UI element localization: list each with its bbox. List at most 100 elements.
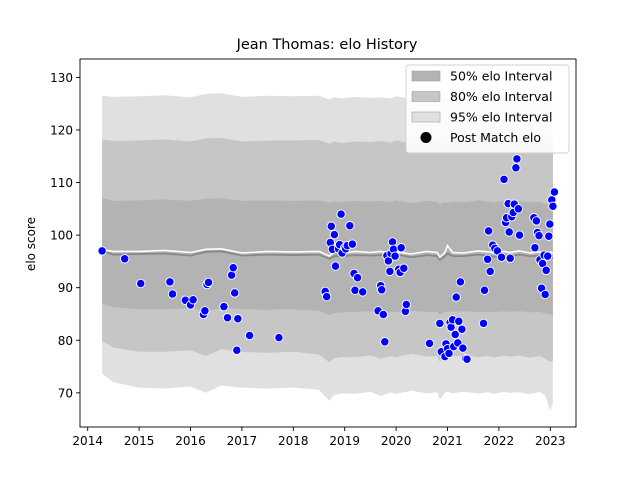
data-point: [330, 261, 341, 271]
data-point: [451, 292, 461, 302]
data-point: [479, 285, 490, 295]
data-point: [380, 337, 390, 347]
data-point: [444, 348, 454, 359]
data-point: [505, 253, 515, 263]
data-point: [244, 330, 255, 341]
data-point: [228, 263, 238, 273]
data-point: [165, 277, 175, 287]
data-point: [496, 252, 507, 262]
data-point: [478, 318, 489, 329]
mean-line: [101, 243, 554, 259]
legend-swatch: [411, 70, 441, 82]
chart-title: Jean Thomas: elo History: [236, 37, 418, 53]
data-point: [457, 324, 467, 334]
data-point: [483, 226, 494, 236]
data-point: [336, 209, 346, 219]
axes-frame: [79, 58, 577, 428]
y-tick-label: 130: [50, 71, 73, 85]
data-point: [482, 254, 493, 264]
data-point: [329, 229, 340, 240]
data-point: [424, 338, 435, 349]
data-point: [455, 277, 466, 287]
y-tick-label: 110: [50, 176, 73, 190]
legend-label: Post Match elo: [450, 130, 541, 145]
data-point: [347, 239, 358, 249]
data-point: [541, 265, 551, 275]
data-point: [511, 163, 521, 173]
data-point: [203, 277, 214, 288]
y-tick-label: 120: [50, 123, 73, 137]
data-point: [531, 216, 542, 226]
y-tick-label: 100: [50, 229, 73, 243]
data-point: [530, 243, 540, 253]
data-point: [219, 301, 229, 312]
data-point: [545, 219, 555, 229]
data-point: [399, 263, 409, 273]
x-tick-label: 2015: [124, 434, 155, 448]
data-point: [435, 318, 445, 329]
data-point: [120, 254, 130, 264]
data-point: [534, 230, 544, 241]
legend-label: 50% elo Interval: [450, 69, 552, 84]
data-point: [232, 345, 242, 355]
data-point: [548, 201, 558, 211]
data-point: [544, 231, 554, 241]
x-tick-label: 2018: [278, 434, 309, 448]
legend-marker: [420, 132, 432, 143]
x-tick-label: 2021: [432, 434, 463, 448]
axes: 2014 2015 2016 2017 2018 2019 2020 2021 2022 2023…: [50, 58, 577, 448]
data-point: [97, 246, 107, 256]
x-tick-label: 2014: [72, 434, 103, 448]
data-point: [513, 204, 524, 214]
data-point: [326, 221, 336, 231]
data-point: [222, 313, 233, 323]
data-point: [358, 287, 368, 297]
data-point: [499, 174, 509, 185]
band-50: [102, 198, 553, 315]
data-point: [345, 221, 355, 231]
data-point: [233, 314, 243, 324]
data-point: [378, 309, 388, 320]
legend-label: 95% elo Interval: [450, 110, 552, 125]
data-point: [401, 299, 412, 310]
data-point: [549, 187, 560, 197]
legend-swatch: [411, 111, 441, 123]
data-point: [454, 316, 464, 326]
y-tick-label: 80: [58, 334, 73, 348]
data-point: [504, 227, 514, 237]
x-tick-label: 2017: [227, 434, 258, 448]
data-point: [458, 343, 468, 353]
data-point: [377, 285, 387, 295]
y-axis-label: elo score: [24, 217, 38, 271]
x-tick-label: 2022: [484, 434, 515, 448]
x-tick-label: 2020: [381, 434, 412, 448]
data-point: [396, 243, 406, 253]
legend-box: [405, 64, 570, 154]
plot-content: [97, 93, 560, 411]
plot-area: [97, 93, 560, 411]
data-point: [188, 295, 198, 305]
data-point: [274, 332, 284, 343]
data-point: [485, 266, 495, 277]
data-point: [352, 273, 363, 283]
x-tick-label: 2016: [175, 434, 206, 448]
data-point: [390, 251, 400, 261]
data-point: [512, 154, 522, 164]
x-tick-label: 2019: [329, 434, 360, 448]
x-tick-label: 2023: [535, 434, 566, 448]
data-point: [385, 266, 395, 277]
data-point: [136, 278, 146, 289]
legend-label: 80% elo Interval: [450, 89, 552, 104]
legend: 50% elo Interval 80% elo Interval 95% elo …: [405, 64, 570, 154]
data-point: [514, 230, 525, 240]
data-point: [230, 288, 240, 298]
y-tick-label: 90: [58, 281, 73, 295]
data-point: [350, 285, 360, 295]
legend-swatch: [411, 91, 441, 102]
data-point: [200, 306, 210, 316]
data-point: [543, 251, 553, 261]
y-tick-label: 70: [58, 386, 73, 400]
data-point: [226, 270, 237, 280]
data-point: [540, 289, 550, 300]
